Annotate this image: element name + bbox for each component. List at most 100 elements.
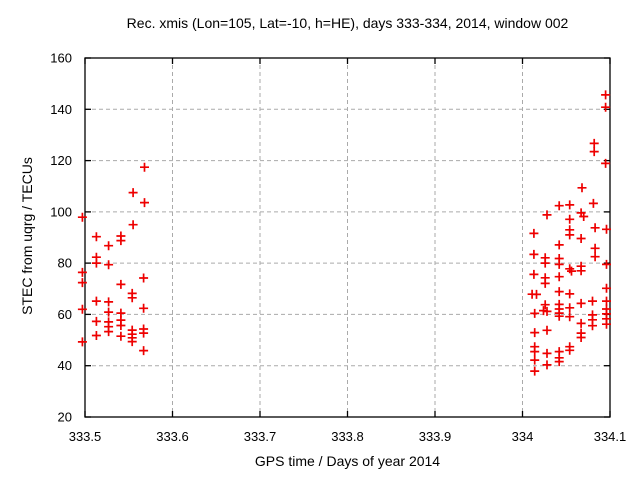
data-point [542, 360, 552, 370]
y-tick-label: 60 [58, 307, 72, 322]
x-tick-label: 333.5 [69, 429, 102, 444]
data-point [565, 345, 575, 355]
y-tick-label: 100 [50, 204, 72, 219]
data-point [554, 201, 564, 211]
data-point [542, 348, 552, 358]
data-point [542, 306, 552, 316]
data-point [554, 311, 564, 321]
data-point [565, 312, 575, 322]
data-point [554, 357, 564, 367]
x-tick-label: 334 [512, 429, 534, 444]
data-point [530, 328, 540, 338]
data-point [590, 243, 600, 253]
data-point [91, 331, 101, 340]
data-point [590, 252, 600, 262]
data-point [529, 228, 539, 238]
y-tick-label: 160 [50, 51, 72, 66]
data-point [602, 319, 611, 329]
data-point [104, 260, 114, 270]
data-point [91, 258, 101, 268]
data-point [565, 214, 575, 224]
data-point [542, 325, 552, 335]
data-point [77, 278, 87, 288]
data-point [565, 230, 575, 240]
data-point [104, 327, 114, 337]
data-point [530, 355, 540, 365]
x-tick-label: 333.7 [244, 429, 277, 444]
data-point [577, 183, 587, 193]
data-point [530, 366, 540, 376]
data-point [139, 303, 149, 313]
y-tick-label: 140 [50, 102, 72, 117]
data-point [554, 287, 564, 297]
data-point [529, 249, 539, 259]
data-point [588, 296, 597, 306]
data-point [576, 234, 586, 243]
data-point [104, 297, 114, 307]
data-point [565, 303, 575, 313]
x-tick-label: 334.1 [594, 429, 627, 444]
data-point [588, 198, 598, 208]
data-point [116, 321, 126, 330]
data-point [91, 296, 101, 306]
data-point [588, 321, 597, 331]
data-point [565, 289, 575, 299]
x-tick-label: 333.8 [331, 429, 364, 444]
data-point [602, 259, 611, 269]
data-point [91, 316, 101, 326]
data-point [139, 346, 149, 356]
data-point [565, 200, 575, 210]
data-point [77, 267, 87, 277]
data-point [530, 308, 540, 318]
data-point [542, 210, 552, 220]
data-point [579, 212, 589, 221]
data-point [554, 259, 564, 269]
plot-border [84, 57, 611, 418]
data-point [77, 212, 87, 222]
data-point [128, 220, 138, 230]
data-point [554, 240, 564, 250]
data-point [91, 232, 101, 242]
data-point [127, 293, 137, 303]
data-point [576, 318, 586, 328]
y-tick-label: 120 [50, 153, 72, 168]
data-point [601, 158, 611, 168]
data-point [589, 138, 599, 148]
y-tick-label: 80 [58, 256, 72, 271]
data-point [602, 283, 611, 293]
data-point [127, 337, 137, 347]
data-point [602, 224, 611, 234]
data-point [540, 278, 550, 288]
data-point [576, 333, 586, 342]
data-point [116, 331, 126, 341]
data-point [529, 269, 539, 279]
x-axis-label: GPS time / Days of year 2014 [254, 453, 441, 469]
data-point [140, 162, 149, 172]
data-point [567, 266, 576, 276]
data-point [139, 273, 149, 283]
x-tick-label: 333.6 [156, 429, 189, 444]
data-point [602, 296, 611, 306]
data-point [140, 198, 149, 208]
data-point [116, 279, 126, 289]
data-point [77, 304, 87, 314]
data-point [540, 300, 550, 310]
data-point [554, 272, 564, 282]
y-axis-label: STEC from uqrg / TECUs [19, 157, 35, 315]
data-point [128, 188, 138, 198]
data-point [139, 328, 149, 338]
x-tick-label: 333.9 [419, 429, 452, 444]
data-point [77, 337, 87, 347]
data-point [532, 289, 541, 299]
data-point [601, 102, 611, 112]
data-point [576, 298, 586, 308]
data-point [104, 241, 114, 251]
data-point [540, 258, 550, 268]
y-tick-label: 20 [58, 410, 72, 425]
chart-title: Rec. xmis (Lon=105, Lat=-10, h=HE), days… [126, 15, 569, 31]
data-point [576, 266, 586, 276]
data-point [589, 147, 599, 157]
data-point [601, 90, 611, 100]
